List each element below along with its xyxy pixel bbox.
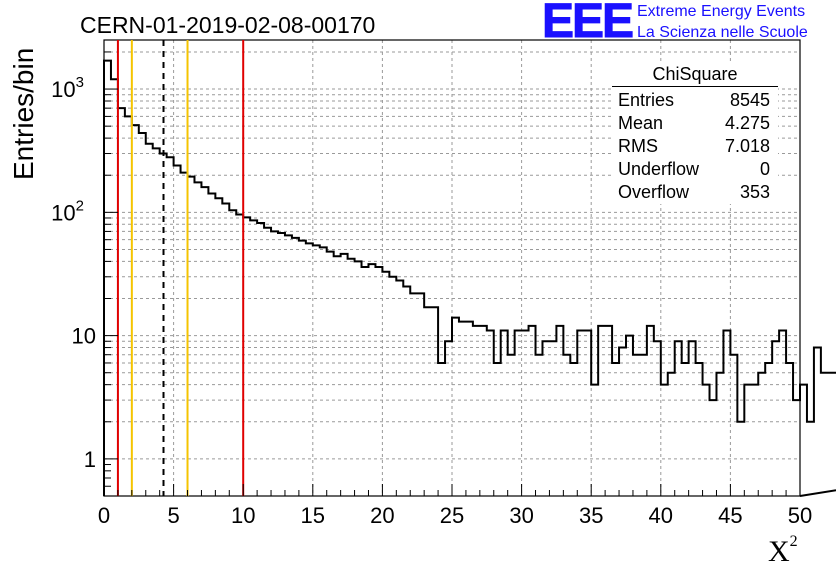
y-tick-exponent: 3 <box>76 74 84 91</box>
y-tick-label: 10 <box>72 324 96 349</box>
stats-label: Mean <box>618 113 664 133</box>
x-tick-label: 20 <box>370 503 394 528</box>
y-tick-label: 1 <box>84 447 96 472</box>
stats-row: Mean 4.275 <box>612 112 778 135</box>
histogram-series <box>103 59 836 497</box>
stats-row: Entries 8545 <box>612 89 778 112</box>
x-axis-label: X2 <box>768 533 798 569</box>
stats-label: Entries <box>618 90 675 110</box>
stats-row: Underflow 0 <box>612 158 778 181</box>
stats-value: 353 <box>739 182 770 202</box>
x-tick-label: 0 <box>98 503 110 528</box>
stats-value: 8545 <box>729 90 770 110</box>
x-tick-label: 35 <box>579 503 603 528</box>
stats-label: Underflow <box>618 159 700 179</box>
stats-value: 0 <box>759 159 770 179</box>
x-tick-label: 25 <box>440 503 464 528</box>
stats-value: 7.018 <box>724 136 770 156</box>
y-tick-base: 10 <box>51 200 75 225</box>
stats-label: RMS <box>618 136 658 156</box>
x-tick-label: 50 <box>788 503 812 528</box>
stats-rows: Entries 8545 Mean 4.275 RMS 7.018 Underflow 0 Ov… <box>612 89 778 204</box>
stats-label: Overflow <box>618 182 690 202</box>
x-axis-label-superscript: 2 <box>789 533 798 550</box>
stats-title: ChiSquare <box>612 64 778 87</box>
x-tick-label: 15 <box>301 503 325 528</box>
chart-title: CERN-01-2019-02-08-00170 <box>80 12 376 38</box>
stats-box: ChiSquare Entries 8545 Mean 4.275 RMS 7.018 Un… <box>612 64 778 204</box>
y-tick-label: 102 <box>51 197 84 225</box>
logo-line-2: La Scienza nelle Scuole <box>637 24 808 41</box>
y-axis-label: Entries/bin <box>8 47 39 180</box>
stats-row: Overflow 353 <box>612 181 778 204</box>
x-tick-label: 45 <box>718 503 742 528</box>
x-axis-label-text: X <box>768 535 790 568</box>
y-tick-base: 10 <box>51 77 75 102</box>
y-tick-label: 103 <box>51 74 84 102</box>
x-tick-label: 40 <box>649 503 673 528</box>
stats-value: 4.275 <box>724 113 770 133</box>
stats-row: RMS 7.018 <box>612 135 778 158</box>
y-tick-exponent: 2 <box>76 197 84 214</box>
x-tick-label: 30 <box>509 503 533 528</box>
logo-line-1: Extreme Energy Events <box>637 3 806 20</box>
x-tick-label: 5 <box>167 503 179 528</box>
x-tick-label: 10 <box>231 503 255 528</box>
